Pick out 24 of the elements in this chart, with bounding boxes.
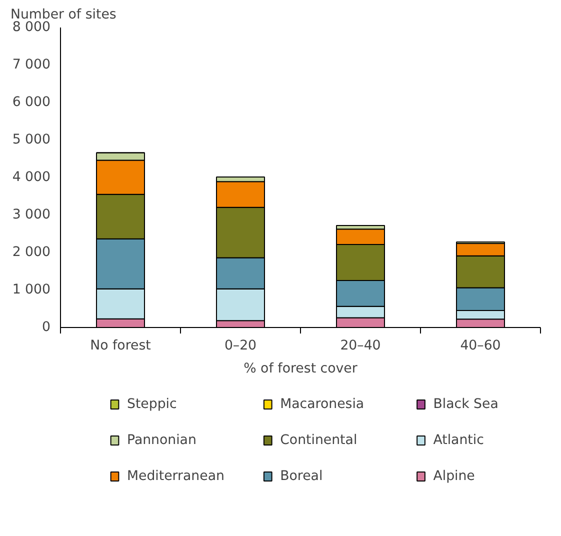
- y-tick-label: 3 000: [12, 208, 50, 222]
- x-tick-label: 0–20: [224, 338, 257, 354]
- y-axis-title: Number of sites: [10, 8, 116, 22]
- x-tick-label: No forest: [90, 338, 151, 354]
- y-tick-label: 1 000: [12, 282, 50, 298]
- legend-label: Black Sea: [433, 397, 498, 412]
- y-tick-label: 0: [42, 320, 51, 335]
- legend-label: Boreal: [280, 469, 323, 484]
- y-tick-label: 2 000: [12, 245, 50, 260]
- legend-label: Pannonian: [127, 433, 196, 448]
- legend-label: Alpine: [433, 469, 475, 484]
- x-axis-title: % of forest cover: [244, 362, 358, 376]
- legend-label: Steppic: [127, 397, 177, 412]
- legend-label: Atlantic: [433, 433, 484, 448]
- legend-label: Continental: [280, 433, 358, 448]
- y-tick-label: 4 000: [12, 170, 50, 185]
- y-tick-label: 6 000: [12, 95, 50, 110]
- x-tick-label: 40–60: [460, 338, 501, 354]
- legend-label: Mediterranean: [127, 469, 224, 484]
- y-tick-label: 8 000: [12, 20, 50, 35]
- legend-label: Macaronesia: [280, 397, 364, 412]
- y-tick-label: 7 000: [12, 58, 50, 72]
- y-tick-label: 5 000: [12, 132, 50, 148]
- x-tick-label: 20–40: [340, 338, 381, 354]
